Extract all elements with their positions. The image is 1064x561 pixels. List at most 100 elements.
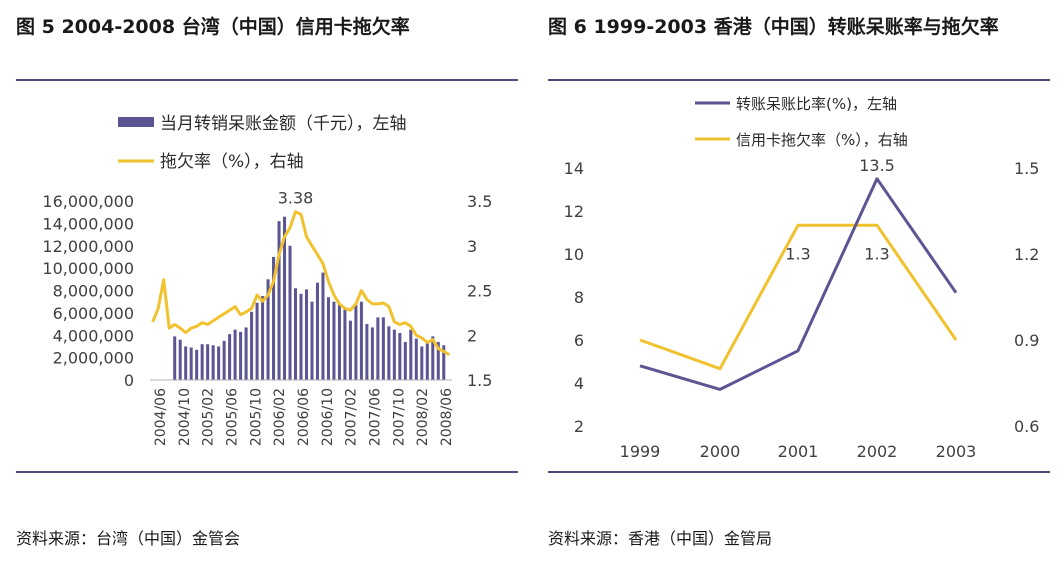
legend-charge-off-label: 转账呆账比率(%)，左轴 (736, 95, 897, 113)
right-y-tick-label: 1.5 (467, 371, 492, 390)
bar (359, 301, 363, 380)
bar (431, 336, 435, 380)
bar (178, 339, 182, 380)
bar (277, 221, 281, 380)
left-y-tick-label: 10 (564, 245, 584, 264)
bar (403, 341, 407, 380)
x-tick-label: 2005/06 (225, 388, 241, 446)
x-tick-label: 2008/06 (439, 388, 455, 446)
bar (222, 340, 226, 380)
left-y-tick-label: 2 (574, 417, 584, 436)
bar (425, 340, 429, 380)
bar (195, 349, 199, 380)
left-y-tick-label: 2,000,000 (53, 349, 134, 368)
right-top-rule (548, 79, 1050, 81)
right-y-tick-label: 3 (467, 237, 477, 256)
left-y-tick-label: 12,000,000 (42, 237, 134, 256)
bar (348, 320, 352, 380)
left-y-tick-label: 14,000,000 (42, 214, 134, 233)
bar (173, 336, 177, 380)
x-tick-label: 2005/02 (201, 388, 217, 446)
bar (332, 301, 336, 380)
x-tick-label: 2004/06 (153, 388, 169, 446)
bar (272, 256, 276, 380)
right-y-tick-label: 3.5 (467, 192, 492, 211)
x-tick-label: 2007/10 (391, 388, 407, 446)
bar (387, 326, 391, 380)
delinquency-rate-line (151, 210, 451, 357)
bar (354, 305, 358, 380)
x-tick-label: 2006/06 (296, 388, 312, 446)
delinquency-rate-line (639, 223, 958, 371)
bar (376, 317, 380, 380)
x-tick-label: 2002 (857, 442, 898, 461)
bar (250, 311, 254, 380)
bar (293, 288, 298, 380)
x-tick-label: 2007/02 (344, 388, 360, 446)
bar (315, 282, 319, 380)
left-y-tick-label: 8,000,000 (53, 282, 134, 301)
right-chart-title: 图 6 1999-2003 香港（中国）转账呆账率与拖欠率 (548, 16, 999, 38)
data-label: 1.3 (864, 244, 889, 263)
bar (184, 346, 188, 380)
bar (283, 216, 287, 380)
legend-delinquency-label: 信用卡拖欠率（%），右轴 (736, 131, 908, 149)
x-tick-label: 2008/02 (415, 388, 431, 446)
bar (414, 338, 418, 380)
bar (365, 324, 369, 380)
left-y-tick-label: 16,000,000 (42, 192, 134, 211)
right-chart-source: 资料来源：香港（中国）金管局 (548, 529, 773, 548)
bar (337, 303, 341, 380)
right-y-tick-label: 1.5 (1014, 159, 1039, 178)
bar (442, 345, 446, 380)
legend-line-label: 拖欠率（%），右轴 (160, 152, 304, 172)
bar (233, 329, 237, 380)
bar (321, 272, 325, 380)
x-tick-label: 1999 (620, 442, 661, 461)
x-tick-label: 2006/02 (272, 388, 288, 446)
left-chart-source: 资料来源：台湾（中国）金管会 (16, 529, 241, 548)
bar (288, 245, 292, 380)
left-y-tick-label: 4 (574, 374, 584, 393)
bar (244, 327, 248, 380)
bar (255, 302, 259, 380)
bar (299, 293, 303, 380)
bar (436, 341, 440, 380)
x-tick-label: 2003 (936, 442, 977, 461)
bar (266, 279, 270, 380)
bar (398, 333, 402, 380)
left-bottom-rule (16, 471, 518, 473)
left-y-tick-label: 14 (564, 159, 584, 178)
right-y-tick-label: 0.9 (1014, 331, 1039, 350)
left-y-tick-label: 6 (574, 331, 584, 350)
legend-bar-label: 当月转销呆账金额（千元），左轴 (160, 114, 407, 134)
x-tick-label: 2004/10 (177, 388, 193, 446)
charge-off-ratio-line (639, 177, 958, 391)
bar (304, 289, 309, 380)
right-y-tick-label: 1.2 (1014, 245, 1039, 264)
bar (239, 331, 243, 380)
right-y-tick-label: 2.5 (467, 282, 492, 301)
x-tick-label: 2007/06 (368, 388, 384, 446)
bar (228, 334, 232, 380)
bar (310, 301, 314, 380)
x-tick-label: 2006/10 (320, 388, 336, 446)
x-tick-label: 2005/10 (248, 388, 264, 446)
left-chart-title: 图 5 2004-2008 台湾（中国）信用卡拖欠率 (16, 16, 410, 38)
bar (381, 317, 385, 380)
left-y-tick-label: 0 (124, 371, 134, 390)
bar (211, 345, 215, 380)
bar (343, 309, 347, 380)
x-tick-label: 2001 (778, 442, 819, 461)
bar (189, 347, 193, 380)
bar (200, 344, 204, 380)
right-y-tick-label: 0.6 (1014, 417, 1039, 436)
left-y-tick-label: 4,000,000 (53, 326, 134, 345)
data-label: 13.5 (859, 156, 895, 175)
left-y-tick-label: 6,000,000 (53, 304, 134, 323)
left-y-tick-label: 12 (564, 202, 584, 221)
bar (409, 329, 413, 380)
bar (261, 296, 265, 380)
data-label: 1.3 (785, 244, 810, 263)
